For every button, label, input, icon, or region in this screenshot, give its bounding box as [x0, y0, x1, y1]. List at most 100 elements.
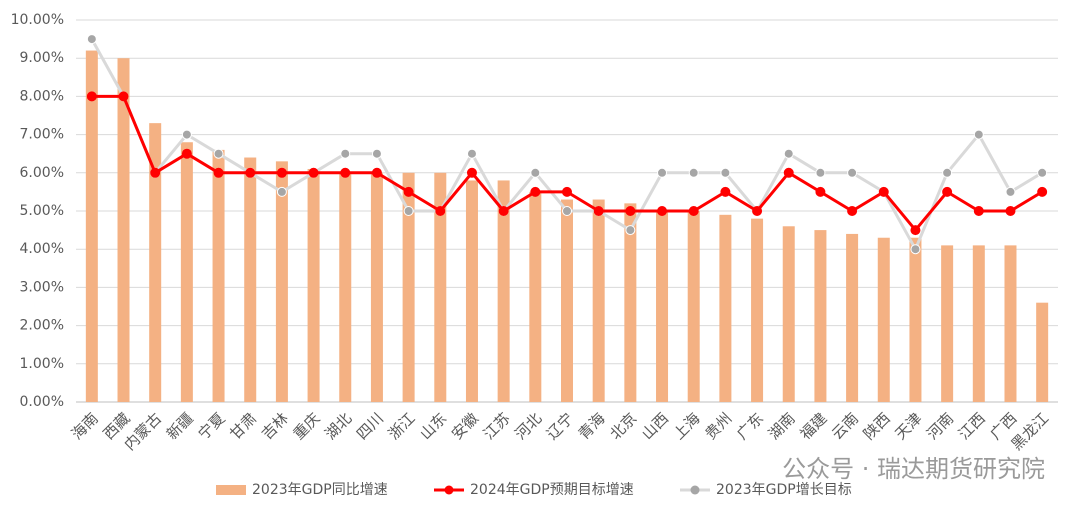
- bar: [149, 123, 162, 402]
- marker: [245, 167, 256, 178]
- bar: [941, 245, 954, 402]
- bar: [656, 211, 669, 402]
- y-tick-label: 1.00%: [20, 356, 64, 372]
- legend-marker: [444, 485, 454, 495]
- marker: [1037, 167, 1048, 178]
- bar: [370, 172, 383, 402]
- bar: [307, 168, 320, 402]
- marker: [86, 91, 97, 102]
- bar: [1004, 245, 1017, 402]
- y-tick-label: 6.00%: [20, 165, 64, 181]
- marker: [847, 167, 858, 178]
- bar: [402, 172, 415, 402]
- marker: [847, 206, 858, 216]
- bar: [972, 245, 985, 402]
- bar: [782, 226, 795, 402]
- marker: [657, 206, 668, 216]
- marker: [562, 206, 572, 216]
- y-tick-label: 5.00%: [20, 203, 64, 219]
- marker: [973, 129, 984, 140]
- bar: [846, 233, 859, 402]
- marker: [213, 148, 224, 159]
- bar: [561, 199, 573, 402]
- marker: [942, 186, 953, 197]
- y-tick-label: 4.00%: [20, 241, 64, 257]
- bar: [624, 203, 637, 402]
- bar: [1036, 302, 1049, 402]
- bar: [592, 199, 605, 402]
- bar: [434, 172, 447, 402]
- marker: [340, 167, 351, 178]
- marker: [1037, 186, 1048, 197]
- marker: [276, 186, 287, 197]
- marker: [498, 206, 509, 216]
- marker: [150, 167, 161, 178]
- marker: [181, 148, 192, 159]
- marker: [371, 148, 382, 159]
- marker: [942, 167, 953, 178]
- y-tick-label: 8.00%: [20, 88, 64, 104]
- marker: [181, 129, 192, 140]
- legend-marker: [690, 485, 700, 495]
- bar: [117, 58, 130, 402]
- watermark: 公众号 · 瑞达期货研究院: [782, 455, 1045, 483]
- marker: [1005, 186, 1016, 197]
- marker: [530, 186, 541, 197]
- marker: [403, 186, 414, 197]
- bar: [877, 237, 890, 402]
- bar: [529, 191, 542, 402]
- marker: [688, 206, 699, 216]
- y-tick-label: 7.00%: [20, 127, 64, 143]
- bar: [244, 157, 257, 402]
- marker: [910, 244, 921, 255]
- bar: [751, 218, 764, 402]
- marker: [720, 186, 731, 197]
- marker: [878, 186, 889, 197]
- marker: [973, 206, 984, 216]
- bar: [339, 172, 352, 402]
- bar: [212, 149, 225, 402]
- marker: [657, 167, 668, 178]
- marker: [118, 91, 129, 102]
- marker: [213, 167, 224, 178]
- marker: [466, 167, 477, 178]
- legend-label: 2023年GDP同比增速: [252, 482, 388, 498]
- marker: [815, 186, 826, 197]
- marker: [720, 167, 731, 178]
- y-tick-label: 2.00%: [20, 318, 64, 334]
- marker: [530, 167, 541, 178]
- marker: [562, 186, 572, 197]
- marker: [308, 167, 319, 178]
- marker: [466, 148, 477, 159]
- bar: [85, 50, 98, 403]
- marker: [910, 225, 921, 236]
- bar: [814, 230, 827, 402]
- bar: [909, 237, 922, 402]
- legend-label: 2024年GDP预期目标增速: [470, 482, 634, 498]
- bar: [687, 211, 700, 402]
- y-tick-label: 10.00%: [11, 12, 64, 28]
- marker: [86, 34, 97, 45]
- y-tick-label: 3.00%: [20, 279, 64, 295]
- marker: [371, 167, 382, 178]
- marker: [752, 206, 763, 216]
- bar: [465, 180, 478, 402]
- marker: [340, 148, 351, 159]
- marker: [435, 206, 446, 216]
- marker: [625, 206, 636, 216]
- marker: [276, 167, 287, 178]
- legend-swatch: [216, 485, 246, 495]
- bar: [180, 142, 193, 403]
- marker: [1005, 206, 1016, 216]
- y-tick-label: 0.00%: [20, 394, 64, 410]
- marker: [815, 167, 826, 178]
- marker: [403, 206, 414, 216]
- marker: [783, 148, 794, 159]
- legend-label: 2023年GDP增长目标: [716, 482, 852, 498]
- bar: [497, 180, 510, 402]
- bar: [719, 214, 732, 402]
- marker: [783, 167, 794, 178]
- y-tick-label: 9.00%: [20, 50, 64, 66]
- marker: [625, 225, 636, 236]
